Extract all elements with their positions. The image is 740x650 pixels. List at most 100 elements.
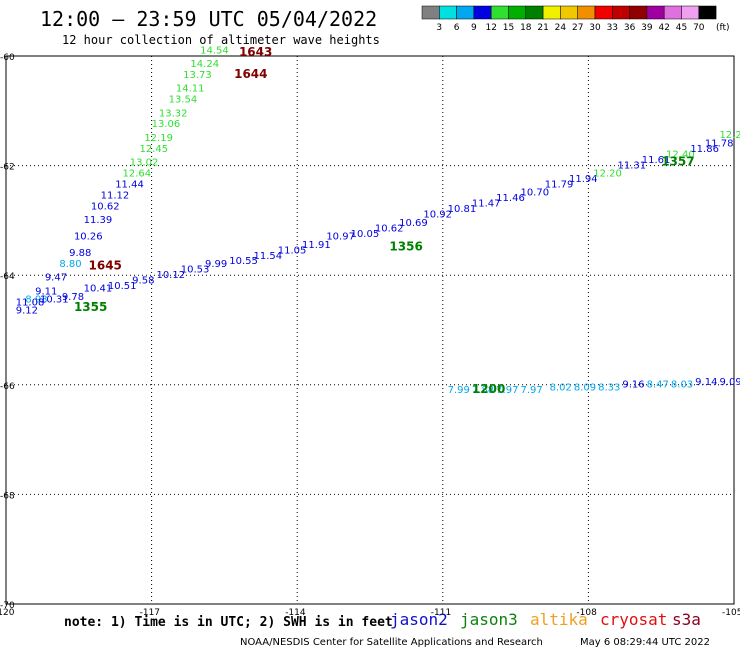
wave-height-label: 10.97 [326,232,355,243]
wave-height-label: 13.06 [152,119,181,130]
x-tick-label: -120 [0,608,15,618]
color-scale-label: 42 [658,23,669,33]
pass-time-label: 1645 [89,259,122,273]
color-scale-label: 30 [589,23,601,33]
wave-height-label: 8.33 [598,382,620,393]
color-scale-legend: 3 6 9 12 15 18 21 24 27 30 33 36 39 42 45 70 (ft) [421,5,730,33]
y-tick-label: -64 [0,272,15,282]
wave-height-label: 10.55 [229,256,258,267]
wave-height-label: 10.81 [448,204,477,215]
pass-time-label: 1644 [234,67,267,81]
footer-timestamp: May 6 08:29:44 UTC 2022 [580,637,710,648]
wave-height-label: 10.53 [181,264,210,275]
wave-height-label: 11.91 [302,240,331,251]
color-scale-swatch [490,5,509,20]
wave-height-label: 9.09 [719,377,740,388]
color-scale-swatch [456,5,475,20]
pass-time-label: 1355 [74,300,107,314]
wave-height-label: 10.62 [91,201,120,212]
wave-height-label: 9.14 [695,377,717,388]
wave-height-label: 11.46 [496,193,525,204]
color-scale-swatch [508,5,527,20]
wave-height-label: 12.64 [122,169,151,180]
wave-height-label: 14.24 [190,59,219,70]
wave-height-label: 10.05 [351,229,380,240]
wave-height-label: 11.54 [254,251,283,262]
wave-height-label: 11.05 [278,245,307,256]
color-scale-label: 3 [436,23,442,33]
data-labels: 9.128.939.119.478.809.8810.2611.3910.621… [16,45,740,396]
wave-height-label: 11.31 [618,160,647,171]
wave-height-label: 8.09 [574,382,596,393]
x-tick-label: -117 [140,608,160,618]
wave-height-label: 10.70 [520,188,549,199]
x-tick-label: -105 [722,608,740,618]
color-scale-label: 33 [607,23,618,33]
plot-area [5,55,735,605]
wave-height-label: 8.80 [59,259,81,270]
wave-height-label: 8.47 [647,380,669,391]
y-tick-label: -68 [0,491,15,501]
wave-height-label: 14.11 [176,84,205,95]
wave-height-label: 10.41 [84,284,113,295]
wave-height-label: 9.78 [62,292,84,303]
wave-height-label: 11.44 [115,180,144,191]
wave-height-label: 9.88 [69,248,91,259]
wave-height-label: 11.08 [16,297,45,308]
y-tick-label: -60 [0,53,15,63]
wave-height-label: 9.12 [16,306,38,317]
pass-time-label: 1357 [661,155,694,169]
color-scale-label: 21 [537,23,548,33]
wave-height-label: 12.40 [666,149,695,160]
color-scale-label: 12 [485,23,496,33]
wave-height-label: 12.20 [593,169,622,180]
color-scale-swatch [698,5,717,20]
wave-height-label: 9.16 [622,380,644,391]
wave-height-label: 11.12 [101,190,130,201]
color-scale-swatch [663,5,682,20]
color-scale-label: 27 [572,23,583,33]
color-scale-swatch [439,5,457,20]
footer-credit: NOAA/NESDIS Center for Satellite Applica… [240,637,543,648]
satellite-legend: jason2 jason3 altika cryosat s3a [390,610,701,629]
color-scale-swatch [681,5,700,20]
wave-height-label: 12.25 [719,130,740,141]
wave-height-label: 13.54 [169,95,198,106]
chart-subtitle: 12 hour collection of altimeter wave hei… [62,33,380,47]
grid-lines [6,56,734,604]
color-scale-swatch [560,5,578,20]
satellite-legend-item: jason2 [390,610,448,629]
wave-height-label: 11.61 [642,155,671,166]
wave-height-label: 13.32 [739,125,740,136]
color-scale-label: 9 [471,23,477,33]
wave-height-label: 12.45 [139,144,168,155]
wave-height-label: 10.31 [40,295,69,306]
color-scale-swatch [525,5,544,20]
wave-height-label: 11.78 [705,138,734,149]
wave-height-label: 8.02 [550,382,572,393]
satellite-legend-item: s3a [672,610,701,629]
color-scale-label: 45 [676,23,687,33]
satellite-legend-item: jason3 [460,610,518,629]
chart-title: 12:00 – 23:59 UTC 05/04/2022 [40,7,377,31]
y-tick-label: -70 [0,601,15,611]
wave-height-label: 11.86 [690,144,719,155]
wave-height-label: 8.03 [671,380,693,391]
wave-height-label: 13.02 [130,158,159,169]
wave-height-label: 10.92 [423,210,452,221]
wave-height-label: 8.93 [25,295,47,306]
x-tick-label: -114 [285,608,306,618]
color-scale-label: 70 [693,23,705,33]
y-tick-label: -66 [0,382,15,392]
color-scale-swatch [542,5,561,20]
wave-height-label: 10.69 [399,218,428,229]
wave-height-label: 14.54 [200,45,229,56]
axis-tick-labels: -120 -117 -114 -111 -108 -105 -60 -62 -64 -66 -68 -… [0,53,740,618]
color-scale-label: 15 [503,23,514,33]
time-annotations: 1643 1644 1645 1355 1356 1357 1200 [74,45,695,396]
wave-height-label: 7.97 [496,385,518,396]
color-scale-unit: (ft) [716,23,730,33]
color-scale-swatch [612,5,630,20]
wave-height-label: 7.97 [520,385,542,396]
